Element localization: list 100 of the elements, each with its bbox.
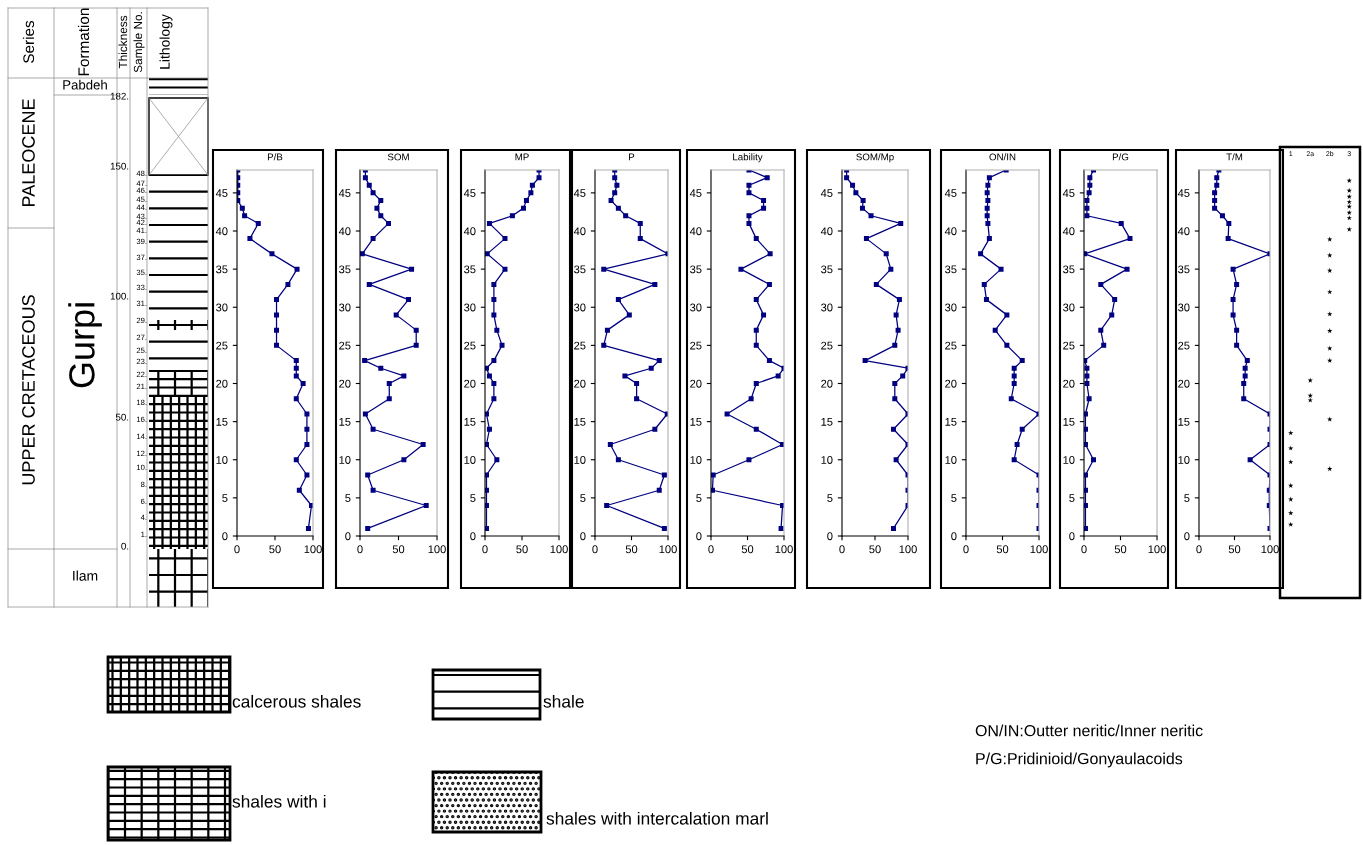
y-tick-label: 15 bbox=[339, 418, 351, 426]
y-tick-label: 20 bbox=[1063, 379, 1075, 388]
x-tick-label: 50 bbox=[996, 545, 1009, 554]
y-tick-label: 25 bbox=[216, 341, 228, 350]
y-tick-label: 30 bbox=[1063, 303, 1075, 312]
text: Formation bbox=[77, 8, 90, 76]
chart-title: P/G bbox=[1112, 153, 1129, 161]
y-tick-label: 45 bbox=[215, 189, 228, 198]
x-tick-label: 50 bbox=[625, 545, 638, 554]
x-tick-label: 0 bbox=[963, 545, 969, 554]
x-tick-label: 0 bbox=[1196, 545, 1202, 554]
y-tick-label: 25 bbox=[1178, 341, 1190, 350]
y-tick-label: 25 bbox=[574, 341, 586, 350]
x-tick-label: 100 bbox=[659, 545, 677, 554]
y-tick-label: 45 bbox=[1177, 189, 1190, 198]
y-tick-label: 10 bbox=[574, 456, 586, 464]
y-tick-label: 35 bbox=[464, 265, 476, 274]
y-tick-label: 10 bbox=[339, 456, 351, 464]
y-tick-label: 25 bbox=[821, 341, 833, 350]
y-tick-label: 5 bbox=[1184, 494, 1190, 503]
y-tick-label: 20 bbox=[464, 379, 476, 388]
x-tick-label: 50 bbox=[1228, 545, 1241, 554]
chart-title: P bbox=[629, 153, 635, 161]
text: Sample No. bbox=[133, 12, 145, 73]
x-tick-label: 100 bbox=[775, 545, 793, 554]
y-tick-label: 45 bbox=[463, 189, 476, 198]
y-tick-label: 35 bbox=[1063, 265, 1075, 274]
text: ON/IN:Outter neritic/Inner neritic bbox=[975, 724, 1203, 737]
y-tick-label: 20 bbox=[690, 379, 702, 388]
y-tick-label: 35 bbox=[945, 265, 957, 274]
y-tick-label: 40 bbox=[1062, 227, 1075, 236]
y-tick-label: 40 bbox=[573, 227, 586, 236]
x-tick-label: 100 bbox=[1148, 545, 1166, 554]
text: 182. bbox=[110, 92, 129, 100]
chart-title: SOM/Mp bbox=[856, 153, 894, 163]
y-tick-label: 20 bbox=[339, 379, 351, 388]
text: 150. bbox=[110, 162, 129, 170]
text: shales with intercalation marl bbox=[546, 811, 768, 825]
y-tick-label: 15 bbox=[574, 418, 586, 426]
text: calcerous shales bbox=[232, 694, 361, 708]
text: shale bbox=[543, 694, 584, 708]
chart-title: MP bbox=[515, 153, 529, 161]
x-tick-label: 50 bbox=[392, 545, 405, 554]
x-tick-label: 100 bbox=[899, 545, 917, 554]
y-tick-label: 35 bbox=[339, 265, 351, 274]
y-tick-label: 20 bbox=[216, 379, 228, 388]
y-tick-label: 5 bbox=[951, 494, 957, 503]
y-tick-label: 10 bbox=[1063, 456, 1075, 464]
y-tick-label: 5 bbox=[827, 494, 833, 503]
y-tick-label: 45 bbox=[820, 189, 833, 198]
y-tick-label: 35 bbox=[216, 265, 228, 274]
chart-title: SOM bbox=[387, 153, 409, 161]
x-tick-label: 50 bbox=[869, 545, 881, 554]
y-tick-label: 10 bbox=[216, 456, 228, 464]
y-tick-label: 0 bbox=[1069, 532, 1075, 541]
x-tick-label: 50 bbox=[741, 545, 754, 554]
text: 0. bbox=[121, 542, 129, 550]
x-tick-label: 100 bbox=[550, 545, 568, 554]
y-tick-label: 0 bbox=[580, 532, 586, 541]
y-tick-label: 35 bbox=[821, 265, 833, 274]
y-tick-label: 5 bbox=[1069, 494, 1075, 503]
y-tick-label: 0 bbox=[470, 532, 476, 541]
x-tick-label: 100 bbox=[1030, 545, 1048, 554]
y-tick-label: 20 bbox=[574, 379, 586, 388]
y-tick-label: 20 bbox=[821, 379, 833, 388]
y-tick-label: 10 bbox=[464, 456, 476, 464]
chart-title: ON/IN bbox=[989, 153, 1016, 161]
x-tick-label: 0 bbox=[708, 545, 714, 554]
text: Series bbox=[22, 20, 35, 63]
y-tick-label: 40 bbox=[944, 227, 957, 236]
y-tick-label: 35 bbox=[690, 265, 702, 274]
y-tick-label: 0 bbox=[1184, 532, 1190, 541]
y-tick-label: 10 bbox=[690, 456, 702, 464]
y-tick-label: 5 bbox=[345, 494, 351, 503]
y-tick-label: 5 bbox=[696, 494, 702, 503]
y-tick-label: 0 bbox=[951, 532, 957, 541]
y-tick-label: 30 bbox=[821, 303, 833, 312]
y-tick-label: 5 bbox=[470, 494, 476, 503]
x-tick-label: 0 bbox=[839, 545, 845, 554]
y-tick-label: 30 bbox=[339, 303, 351, 312]
y-tick-label: 25 bbox=[945, 341, 957, 350]
x-tick-label: 0 bbox=[234, 545, 240, 554]
y-tick-label: 30 bbox=[690, 303, 702, 312]
y-tick-label: 5 bbox=[222, 494, 228, 503]
y-tick-label: 30 bbox=[945, 303, 957, 312]
y-tick-label: 40 bbox=[463, 227, 476, 236]
x-tick-label: 0 bbox=[357, 545, 363, 554]
y-tick-label: 15 bbox=[216, 418, 228, 426]
y-tick-label: 30 bbox=[574, 303, 586, 312]
y-tick-label: 5 bbox=[580, 494, 586, 503]
y-tick-label: 20 bbox=[945, 379, 957, 388]
text: P/G:Pridinioid/Gonyaulacoids bbox=[976, 752, 1183, 768]
text: PALEOCENE bbox=[22, 99, 35, 207]
chart-title: T/M bbox=[1226, 153, 1243, 161]
text: UPPER CRETACEOUS bbox=[22, 295, 35, 485]
chart-title: Lability bbox=[733, 153, 763, 163]
y-tick-label: 25 bbox=[339, 341, 351, 350]
y-tick-label: 30 bbox=[464, 303, 476, 312]
text: Ilam bbox=[73, 570, 98, 581]
x-tick-label: 50 bbox=[1114, 545, 1127, 554]
